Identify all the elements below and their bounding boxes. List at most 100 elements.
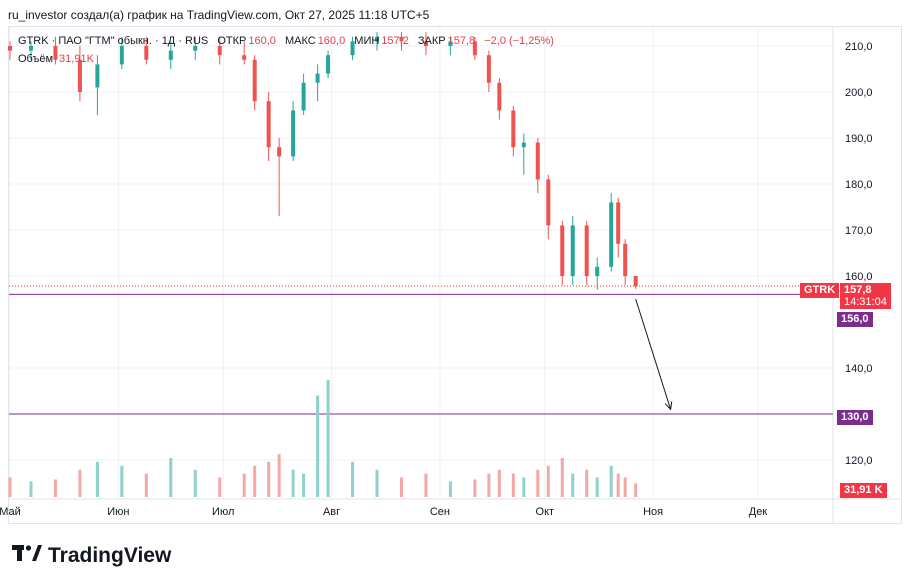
y-tick-label: 210,0 <box>845 41 873 53</box>
chart-header: ru_investor создал(а) график на TradingV… <box>8 8 430 22</box>
y-tick-label: 170,0 <box>845 225 873 237</box>
horizontal-levels <box>9 285 833 415</box>
volume-bar <box>448 481 452 497</box>
forecast-arrow-line <box>635 298 672 410</box>
candle-body <box>546 179 551 226</box>
chart-frame <box>8 26 902 524</box>
volume-bar <box>546 465 550 497</box>
symbol-price-tag: GTRK <box>800 283 840 298</box>
candle-body <box>497 82 502 111</box>
y-tick-label: 160,0 <box>845 271 873 283</box>
candle-body <box>193 46 198 51</box>
price-axis: 210,0200,0190,0180,0170,0160,0140,0130,0… <box>845 41 873 467</box>
candle-body <box>350 41 355 56</box>
x-tick-label: Сен <box>430 506 450 518</box>
candle-body <box>535 142 540 180</box>
close-label: ЗАКР <box>417 35 446 47</box>
volume-bar <box>585 469 589 497</box>
volume-bar <box>326 380 330 497</box>
volume-bar <box>302 473 306 497</box>
volume-bar <box>522 477 526 497</box>
candle-body <box>95 64 100 88</box>
x-tick-label: Июл <box>212 506 234 518</box>
volume-bar <box>424 473 428 497</box>
candle-body <box>119 46 124 65</box>
low-label: МИН <box>354 35 380 47</box>
y-tick-label: 140,0 <box>845 363 873 375</box>
volume-bar <box>253 465 257 497</box>
change-value: −2,0 (−1,25%) <box>484 35 554 47</box>
symbol-name[interactable]: GTRK · ПАО "ГТМ" обыкн. · 1Д · RUS <box>18 35 209 47</box>
volume-bar <box>609 465 613 497</box>
open-label: ОТКР <box>217 35 247 47</box>
symbol-legend[interactable]: GTRK · ПАО "ГТМ" обыкн. · 1Д · RUS ОТКР 1… <box>18 35 554 47</box>
candles <box>8 32 638 290</box>
candle-body <box>584 225 589 276</box>
candle-body <box>560 225 565 276</box>
time-axis: Май Июн Июл Авг Сен Окт Ноя Дек <box>0 506 767 518</box>
x-tick-label: Окт <box>536 506 555 518</box>
candle-body <box>28 46 33 51</box>
volume-tag: 31,91 K <box>840 483 887 498</box>
volume-bar <box>169 458 173 497</box>
candle-body <box>168 50 173 60</box>
x-tick-label: Май <box>0 506 21 518</box>
volume-bars <box>8 380 638 497</box>
volume-bar <box>144 473 148 497</box>
y-tick-label: 190,0 <box>845 133 873 145</box>
volume-bar <box>634 483 638 497</box>
x-tick-label: Ноя <box>643 506 663 518</box>
candle-body <box>511 110 516 148</box>
volume-label: Объём <box>18 53 54 65</box>
candle-body <box>77 59 82 92</box>
tradingview-brand[interactable]: TradingView <box>12 544 171 568</box>
x-tick-label: Июн <box>107 506 129 518</box>
y-tick-label: 180,0 <box>845 179 873 191</box>
volume-bar <box>291 469 295 497</box>
volume-bar <box>511 473 515 497</box>
open-value: 160,0 <box>248 35 276 47</box>
candle-body <box>217 46 222 56</box>
candle-body <box>315 73 320 83</box>
candle-body <box>8 46 12 51</box>
volume-bar <box>571 473 575 497</box>
candle-body <box>242 55 247 60</box>
volume-legend[interactable]: Объём 31,91K <box>18 53 94 65</box>
candle-body <box>472 41 477 56</box>
candle-body <box>486 55 491 83</box>
level-tag-130[interactable]: 130,0 <box>837 410 873 425</box>
volume-bar <box>399 477 403 497</box>
candle-body <box>595 266 600 276</box>
y-tick-label: 120,0 <box>845 455 873 467</box>
level-tag-156[interactable]: 156,0 <box>837 312 873 327</box>
y-tick-label: 200,0 <box>845 87 873 99</box>
x-tick-label: Дек <box>749 506 768 518</box>
high-label: МАКС <box>284 35 316 47</box>
candle-body <box>616 202 621 244</box>
candle-body <box>291 110 296 157</box>
grid-lines <box>9 27 901 523</box>
x-tick-label: Авг <box>323 506 340 518</box>
volume-bar <box>616 473 620 497</box>
last-price-tag: 157,8 14:31:04 <box>840 283 891 309</box>
brand-name: TradingView <box>48 544 172 567</box>
candle-body <box>448 41 453 46</box>
low-value: 157,2 <box>381 35 409 47</box>
candle-body <box>423 41 428 46</box>
candle-body <box>623 243 628 276</box>
candle-body <box>633 276 638 287</box>
volume-bar <box>316 395 320 497</box>
volume-bar <box>473 479 477 497</box>
forecast-arrow-head <box>664 401 673 411</box>
last-price-value: 157,8 <box>844 284 872 296</box>
volume-bar <box>193 469 197 497</box>
volume-bar <box>497 469 501 497</box>
candle-body <box>399 36 404 42</box>
volume-bar <box>218 477 222 497</box>
volume-bar <box>53 479 57 497</box>
volume-bar <box>560 458 564 497</box>
volume-bar <box>95 461 99 497</box>
volume-bar <box>120 465 124 497</box>
volume-bar <box>242 473 246 497</box>
